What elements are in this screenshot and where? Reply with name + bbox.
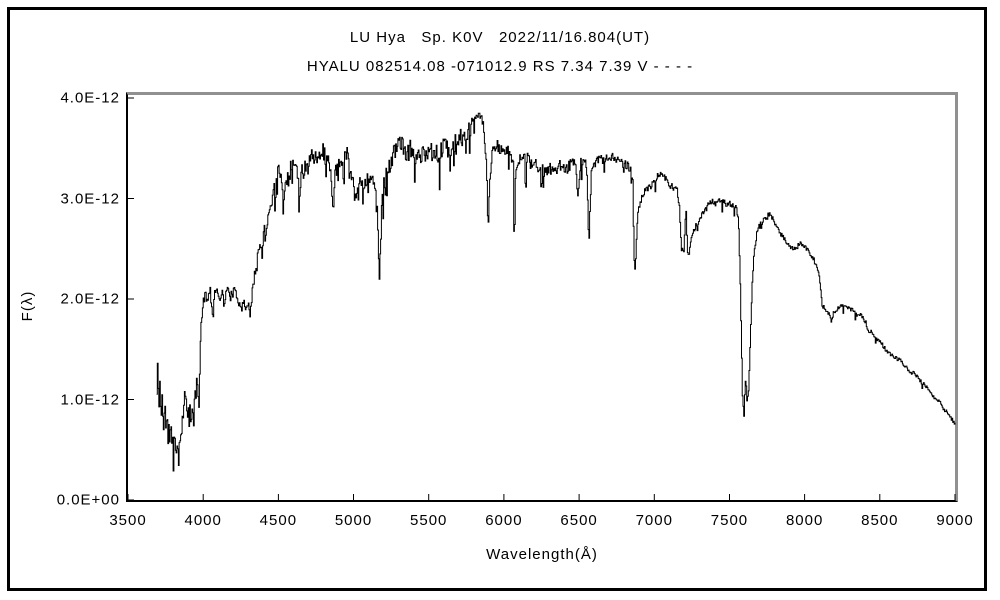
chart-title: LU Hya Sp. K0V 2022/11/16.804(UT): [349, 29, 651, 46]
plot-frame: [126, 92, 958, 502]
y-tick-label: 3.0E-12: [60, 190, 120, 207]
x-axis-label: Wavelength(Å): [486, 546, 598, 563]
x-tick-label: 5000: [334, 512, 373, 529]
x-tick-label: 7000: [635, 512, 673, 529]
x-tick-label: 3500: [109, 512, 147, 529]
x-tick-label: 7500: [710, 512, 749, 529]
y-tick-label: 1.0E-12: [60, 391, 120, 408]
x-tick-label: 4500: [259, 512, 298, 529]
x-tick-label: 4000: [184, 512, 222, 529]
spectrum-line: [156, 112, 956, 472]
x-tick-label: 9000: [936, 512, 974, 529]
x-tick-label: 6500: [560, 512, 598, 529]
y-axis-label: F(λ): [18, 290, 36, 322]
chart-subtitle: HYALU 082514.08 -071012.9 RS 7.34 7.39 V…: [306, 58, 694, 75]
x-tick-label: 5500: [410, 512, 448, 529]
y-tick-label: 2.0E-12: [60, 290, 120, 308]
x-tick-label: 8500: [861, 512, 899, 529]
y-tick-label: 0.0E+00: [56, 491, 120, 509]
y-tick-label: 4.0E-12: [60, 89, 120, 107]
x-tick-label: 8000: [785, 512, 824, 529]
x-tick-label: 6000: [485, 512, 523, 529]
